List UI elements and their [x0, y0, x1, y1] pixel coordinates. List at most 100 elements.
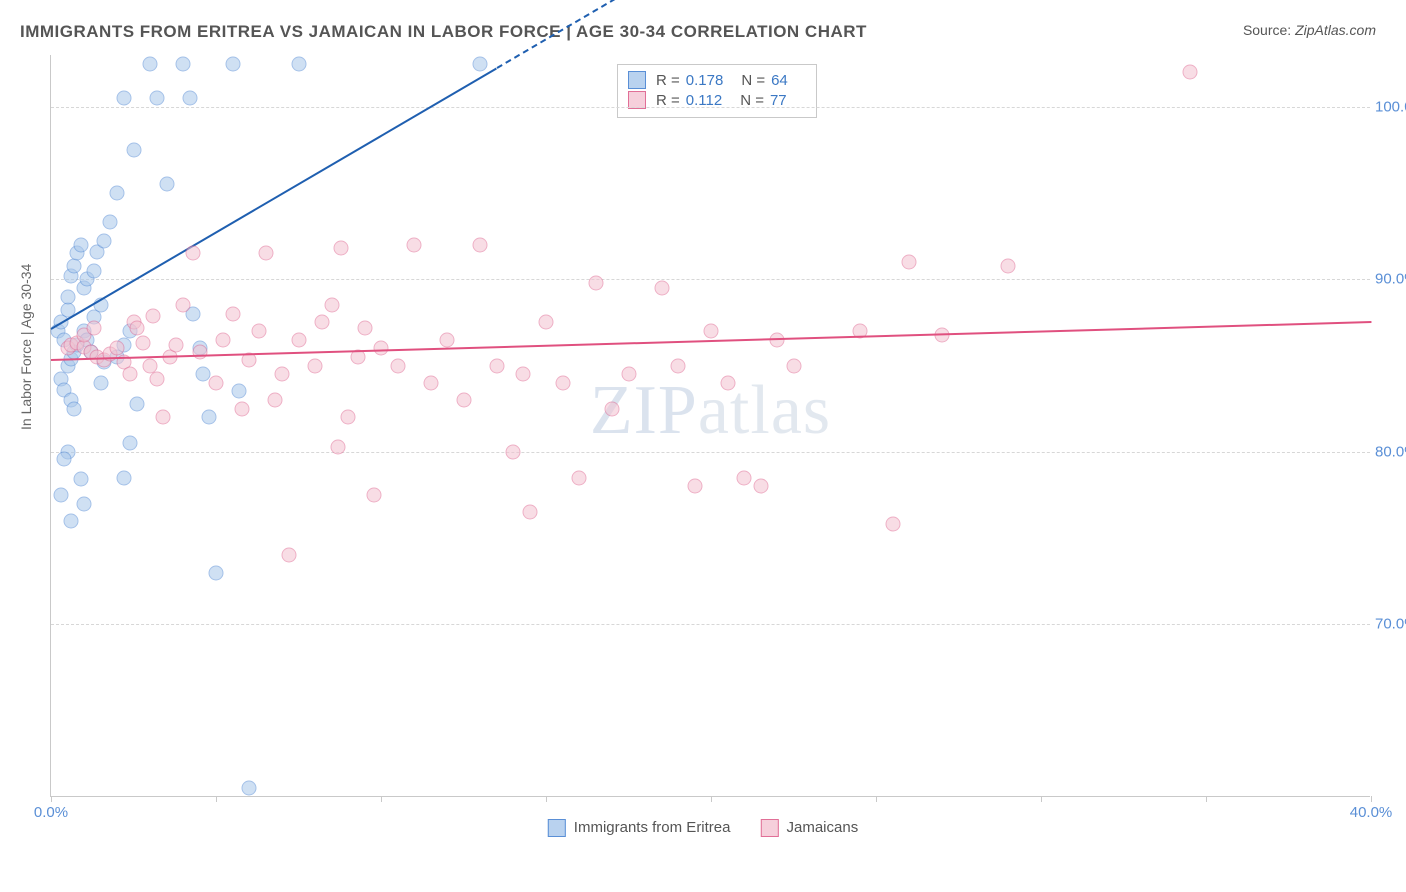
y-axis-label: In Labor Force | Age 30-34 — [18, 264, 34, 430]
data-point-eritrea — [103, 215, 118, 230]
legend-item-jamaican: Jamaicans — [761, 819, 859, 837]
data-point-eritrea — [473, 56, 488, 71]
source-value: ZipAtlas.com — [1295, 22, 1376, 38]
data-point-eritrea — [225, 56, 240, 71]
data-point-eritrea — [73, 237, 88, 252]
gridline — [51, 107, 1370, 108]
x-tick-mark — [216, 796, 217, 802]
data-point-eritrea — [67, 401, 82, 416]
data-point-jamaican — [440, 332, 455, 347]
r-label: R = — [656, 72, 680, 89]
series-legend: Immigrants from Eritrea Jamaicans — [548, 819, 858, 837]
chart-title: IMMIGRANTS FROM ERITREA VS JAMAICAN IN L… — [20, 22, 867, 42]
data-point-eritrea — [53, 488, 68, 503]
data-point-jamaican — [456, 393, 471, 408]
data-point-eritrea — [202, 410, 217, 425]
x-tick-mark — [51, 796, 52, 802]
data-point-jamaican — [129, 320, 144, 335]
data-point-jamaican — [786, 358, 801, 373]
data-point-jamaican — [671, 358, 686, 373]
legend-label-eritrea: Immigrants from Eritrea — [574, 819, 731, 836]
data-point-jamaican — [314, 315, 329, 330]
data-point-eritrea — [123, 436, 138, 451]
data-point-eritrea — [232, 384, 247, 399]
data-point-jamaican — [423, 375, 438, 390]
data-point-jamaican — [704, 324, 719, 339]
data-point-jamaican — [572, 470, 587, 485]
data-point-jamaican — [149, 372, 164, 387]
correlation-legend-box: R =0.178N =64R =0.112N =77 — [617, 64, 817, 118]
y-tick-label: 70.0% — [1375, 616, 1406, 633]
data-point-eritrea — [57, 451, 72, 466]
data-point-jamaican — [251, 324, 266, 339]
data-point-eritrea — [60, 289, 75, 304]
data-point-jamaican — [341, 410, 356, 425]
data-point-jamaican — [588, 275, 603, 290]
data-point-jamaican — [334, 241, 349, 256]
data-point-jamaican — [169, 337, 184, 352]
data-point-jamaican — [489, 358, 504, 373]
data-point-jamaican — [308, 358, 323, 373]
data-point-jamaican — [390, 358, 405, 373]
data-point-jamaican — [357, 320, 372, 335]
data-point-jamaican — [86, 320, 101, 335]
r-value-eritrea: 0.178 — [686, 72, 724, 89]
data-point-jamaican — [885, 517, 900, 532]
legend-label-jamaican: Jamaicans — [787, 819, 859, 836]
data-point-jamaican — [192, 344, 207, 359]
data-point-eritrea — [143, 56, 158, 71]
data-point-jamaican — [258, 246, 273, 261]
data-point-jamaican — [1182, 65, 1197, 80]
source-credit: Source: ZipAtlas.com — [1243, 22, 1376, 38]
data-point-jamaican — [687, 479, 702, 494]
y-tick-label: 90.0% — [1375, 271, 1406, 288]
data-point-jamaican — [281, 548, 296, 563]
legend-swatch-eritrea — [628, 71, 646, 89]
data-point-jamaican — [143, 358, 158, 373]
data-point-jamaican — [605, 401, 620, 416]
data-point-jamaican — [753, 479, 768, 494]
watermark-atlas: atlas — [698, 372, 831, 449]
data-point-eritrea — [242, 781, 257, 796]
data-point-jamaican — [209, 375, 224, 390]
x-tick-mark — [711, 796, 712, 802]
data-point-jamaican — [902, 255, 917, 270]
data-point-jamaican — [235, 401, 250, 416]
x-tick-mark — [381, 796, 382, 802]
data-point-jamaican — [407, 237, 422, 252]
data-point-eritrea — [77, 496, 92, 511]
x-tick-mark — [876, 796, 877, 802]
data-point-jamaican — [275, 367, 290, 382]
gridline — [51, 624, 1370, 625]
data-point-jamaican — [506, 444, 521, 459]
data-point-jamaican — [123, 367, 138, 382]
data-point-jamaican — [215, 332, 230, 347]
data-point-jamaican — [654, 280, 669, 295]
data-point-eritrea — [126, 142, 141, 157]
n-label: N = — [741, 72, 765, 89]
data-point-eritrea — [110, 186, 125, 201]
data-point-jamaican — [331, 439, 346, 454]
y-tick-label: 80.0% — [1375, 443, 1406, 460]
x-tick-label: 40.0% — [1350, 804, 1393, 821]
data-point-jamaican — [539, 315, 554, 330]
data-point-jamaican — [146, 308, 161, 323]
data-point-jamaican — [185, 246, 200, 261]
data-point-jamaican — [225, 306, 240, 321]
data-point-jamaican — [367, 488, 382, 503]
data-point-eritrea — [182, 91, 197, 106]
x-tick-mark — [546, 796, 547, 802]
data-point-eritrea — [116, 91, 131, 106]
data-point-eritrea — [96, 234, 111, 249]
x-tick-label: 0.0% — [34, 804, 68, 821]
gridline — [51, 279, 1370, 280]
data-point-jamaican — [555, 375, 570, 390]
x-tick-mark — [1371, 796, 1372, 802]
gridline — [51, 452, 1370, 453]
data-point-eritrea — [93, 375, 108, 390]
data-point-jamaican — [515, 367, 530, 382]
x-tick-mark — [1206, 796, 1207, 802]
data-point-eritrea — [149, 91, 164, 106]
source-label: Source: — [1243, 22, 1291, 38]
data-point-jamaican — [136, 336, 151, 351]
